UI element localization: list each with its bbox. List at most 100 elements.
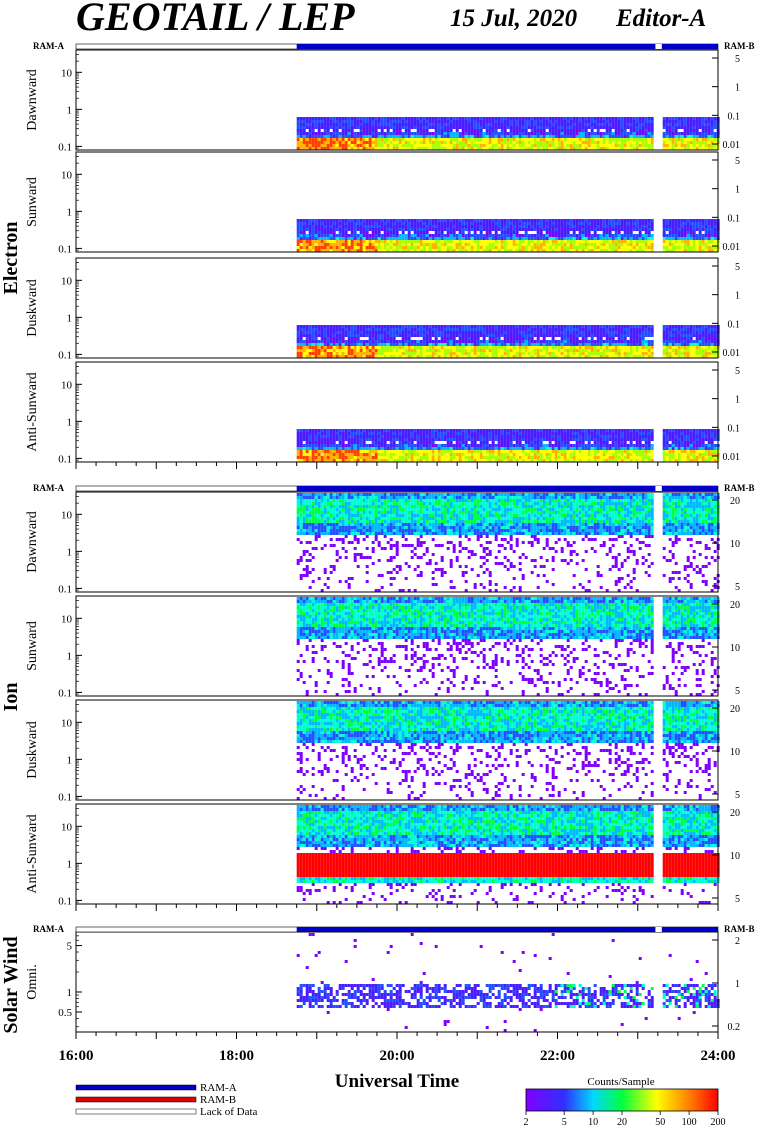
- spectrogram-cell: [416, 219, 420, 222]
- spectrogram-cell: [581, 340, 585, 343]
- spectrogram-cell: [575, 346, 579, 349]
- spectrogram-cell: [443, 249, 447, 252]
- spectrogram-cell: [665, 355, 669, 358]
- spectrogram-cell: [404, 129, 408, 132]
- spectrogram-cell: [311, 343, 315, 346]
- panel-label-electron-duskward: Duskward: [25, 279, 40, 337]
- spectrogram-cell: [380, 123, 384, 126]
- spectrogram-cell: [437, 144, 441, 147]
- spectrogram-cell: [311, 435, 315, 438]
- spectrogram-cell: [353, 234, 357, 237]
- spectrogram-cell: [383, 331, 387, 334]
- spectrogram-cell: [425, 144, 429, 147]
- spectrogram-cell: [434, 243, 438, 246]
- spectrogram-cell: [473, 222, 477, 225]
- spectrogram-cell: [389, 438, 393, 441]
- spectrogram-cell: [338, 234, 342, 237]
- spectrogram-cell: [383, 141, 387, 144]
- spectrogram-cell: [644, 231, 648, 234]
- spectrogram-cell: [458, 343, 462, 346]
- spectrogram-cell: [311, 234, 315, 237]
- spectrogram-cell: [452, 120, 456, 123]
- spectrogram-cell: [536, 349, 540, 352]
- spectrogram-cell: [350, 144, 354, 147]
- spectrogram-cell: [635, 123, 639, 126]
- spectrogram-cell: [581, 147, 585, 150]
- spectrogram-cell: [296, 249, 300, 252]
- spectrogram-cell: [644, 132, 648, 135]
- spectrogram-cell: [368, 355, 372, 358]
- spectrogram-cell: [602, 120, 606, 123]
- spectrogram-cell: [371, 441, 375, 444]
- spectrogram-cell: [338, 456, 342, 459]
- spectrogram-cell: [410, 355, 414, 358]
- spectrogram-cell: [392, 237, 396, 240]
- spectrogram-cell: [314, 123, 318, 126]
- spectrogram-cell: [308, 123, 312, 126]
- spectrogram-cell: [440, 147, 444, 150]
- spectrogram-cell: [683, 126, 687, 129]
- spectrogram-cell: [461, 225, 465, 228]
- spectrogram-cell: [503, 325, 507, 328]
- spectrogram-cell: [377, 117, 381, 120]
- spectrogram-cell: [314, 444, 318, 447]
- spectrogram-cell: [326, 234, 330, 237]
- spectrogram-cell: [686, 343, 690, 346]
- spectrogram-cell: [608, 222, 612, 225]
- spectrogram-cell: [380, 120, 384, 123]
- spectrogram-cell: [422, 355, 426, 358]
- spectrogram-cell: [314, 231, 318, 234]
- spectrogram-cell: [347, 243, 351, 246]
- spectrogram-cell: [299, 450, 303, 453]
- spectrogram-cell: [452, 243, 456, 246]
- spectrogram-cell: [602, 325, 606, 328]
- spectrogram-cell: [635, 325, 639, 328]
- spectrogram-cell: [332, 343, 336, 346]
- spectrogram-cell: [341, 444, 345, 447]
- spectrogram-cell: [455, 328, 459, 331]
- spectrogram-cell: [686, 246, 690, 249]
- spectrogram-cell: [410, 453, 414, 456]
- spectrogram-cell: [557, 346, 561, 349]
- spectrogram-cell: [302, 231, 306, 234]
- spectrogram-cell: [668, 234, 672, 237]
- spectrogram-cell: [299, 444, 303, 447]
- spectrogram-cell: [503, 144, 507, 147]
- spectrogram-cell: [512, 231, 516, 234]
- spectrogram-cell: [629, 234, 633, 237]
- spectrogram-cell: [467, 138, 471, 141]
- spectrogram-cell: [317, 429, 321, 432]
- spectrogram-cell: [614, 138, 618, 141]
- spectrogram-cell: [440, 117, 444, 120]
- spectrogram-cell: [467, 328, 471, 331]
- spectrogram-cell: [566, 343, 570, 346]
- spectrogram-cell: [422, 340, 426, 343]
- spectrogram-cell: [305, 325, 309, 328]
- spectrogram-cell: [545, 240, 549, 243]
- spectrogram-cell: [587, 240, 591, 243]
- spectrogram-cell: [605, 222, 609, 225]
- spectrogram-cell: [311, 237, 315, 240]
- spectrogram-cell: [458, 352, 462, 355]
- spectrogram-cell: [536, 228, 540, 231]
- spectrogram-cell: [323, 456, 327, 459]
- spectrogram-cell: [515, 246, 519, 249]
- spectrogram-cell: [677, 138, 681, 141]
- spectrogram-cell: [338, 228, 342, 231]
- spectrogram-cell: [497, 234, 501, 237]
- spectrogram-cell: [449, 331, 453, 334]
- spectrogram-cell: [377, 120, 381, 123]
- spectrogram-cell: [326, 132, 330, 135]
- spectrogram-cell: [689, 346, 693, 349]
- spectrogram-cell: [599, 328, 603, 331]
- spectrogram-cell: [428, 340, 432, 343]
- spectrogram-cell: [389, 135, 393, 138]
- spectrogram-cell: [506, 126, 510, 129]
- spectrogram-cell: [644, 228, 648, 231]
- spectrogram-cell: [497, 328, 501, 331]
- spectrogram-cell: [629, 120, 633, 123]
- spectrogram-cell: [713, 237, 717, 240]
- spectrogram-cell: [578, 228, 582, 231]
- spectrogram-cell: [647, 120, 651, 123]
- spectrogram-cell: [350, 453, 354, 456]
